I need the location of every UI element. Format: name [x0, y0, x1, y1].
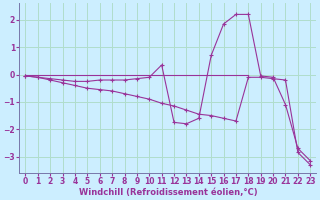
X-axis label: Windchill (Refroidissement éolien,°C): Windchill (Refroidissement éolien,°C)	[78, 188, 257, 197]
